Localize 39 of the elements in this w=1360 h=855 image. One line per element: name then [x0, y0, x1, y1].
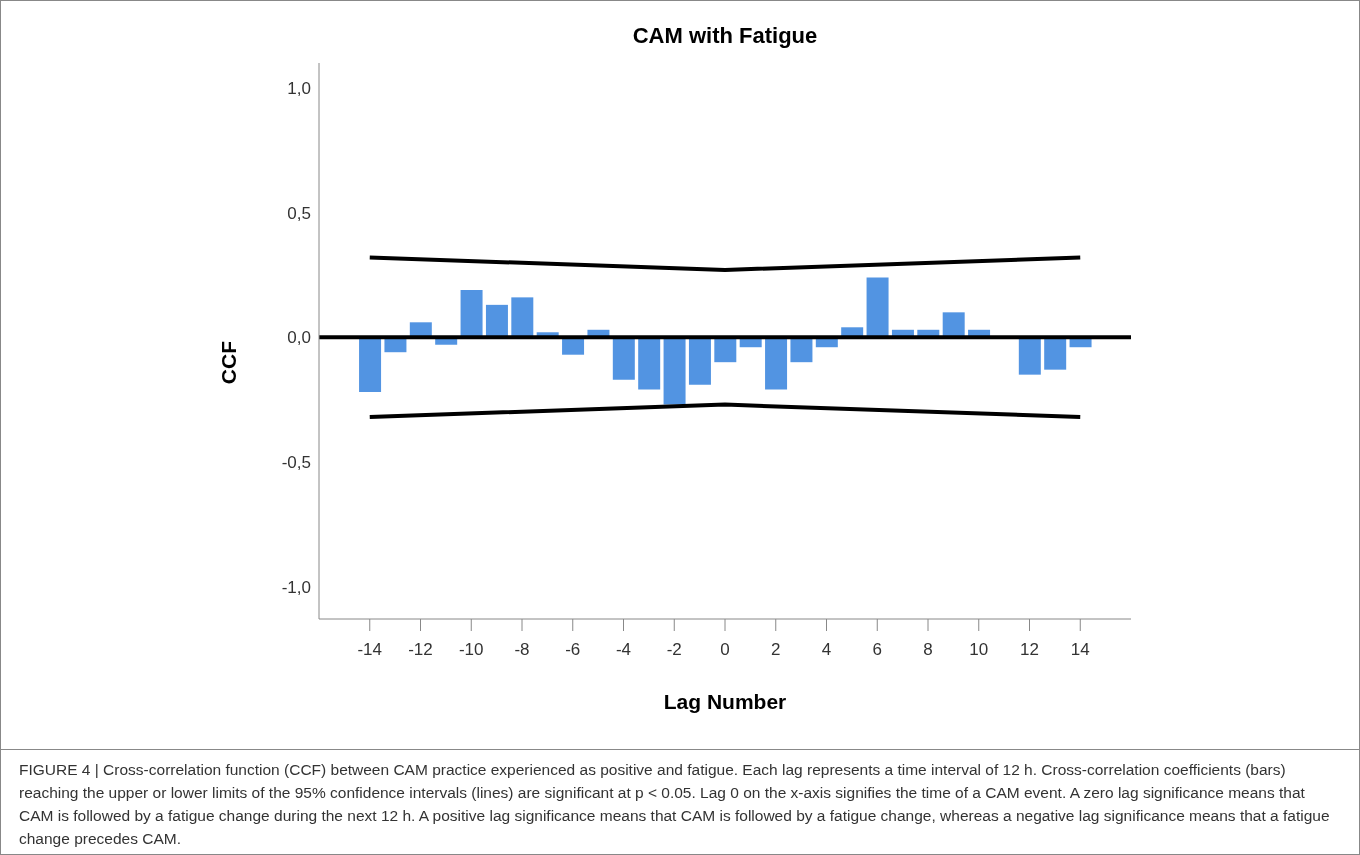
- x-tick-label: 14: [1070, 640, 1090, 660]
- caption: FIGURE 4 | Cross-correlation function (CCF) between CAM practice experienced as positive and fatigue. Each lag represents a time interval of 12 h. Cross-correlation coefficients (bars) reaching the upper or lower limits of the 95% confidence intervals (lines) are significant at p < 0.05. Lag 0 on the x-axis signifies the time of a CAM event. A zero lag significance means that CAM is followed by a fatigue change during the next 12 h. A positive lag significance means that CAM is followed by a fatigue change, whereas a negative lag significance means that a fatigue change precedes CAM.: [19, 760, 1331, 849]
- bar: [612, 337, 635, 380]
- y-tick-label: 0,5: [287, 203, 311, 223]
- x-tick-label: 0: [720, 640, 730, 660]
- bar: [1044, 337, 1067, 370]
- x-tick-label: 4: [821, 640, 832, 660]
- bar: [714, 337, 737, 363]
- bar: [942, 312, 965, 338]
- y-tick-label: -0,5: [281, 452, 311, 472]
- x-tick-label: -2: [666, 640, 682, 660]
- bar: [688, 337, 711, 385]
- x-tick-label: 2: [771, 640, 781, 660]
- bar: [1018, 337, 1041, 375]
- y-tick-label: -1,0: [281, 577, 311, 597]
- x-tick-label: 10: [969, 640, 989, 660]
- x-tick-label: -4: [615, 640, 632, 660]
- x-tick-label: -14: [357, 640, 383, 660]
- x-tick-label: -6: [565, 640, 581, 660]
- x-axis-title: Lag Number: [663, 690, 787, 713]
- bar: [790, 337, 813, 363]
- x-tick-label: 12: [1020, 640, 1039, 660]
- bar: [663, 337, 686, 405]
- x-tick-label: 6: [872, 640, 882, 660]
- bar: [460, 289, 483, 338]
- bar: [638, 337, 661, 390]
- x-tick-label: -10: [458, 640, 484, 660]
- bar: [765, 337, 788, 390]
- chart-title: CAM with Fatigue: [631, 23, 819, 49]
- bar: [511, 297, 534, 338]
- y-axis-title: CCF: [217, 340, 241, 385]
- x-tick-label: 8: [923, 640, 933, 660]
- y-tick-label: 1,0: [287, 78, 311, 98]
- x-tick-label: -8: [514, 640, 530, 660]
- x-tick-label: -12: [408, 640, 433, 660]
- bar: [866, 277, 889, 338]
- bar: [359, 337, 382, 393]
- y-tick-label: 0,0: [287, 328, 311, 348]
- bar: [485, 304, 508, 338]
